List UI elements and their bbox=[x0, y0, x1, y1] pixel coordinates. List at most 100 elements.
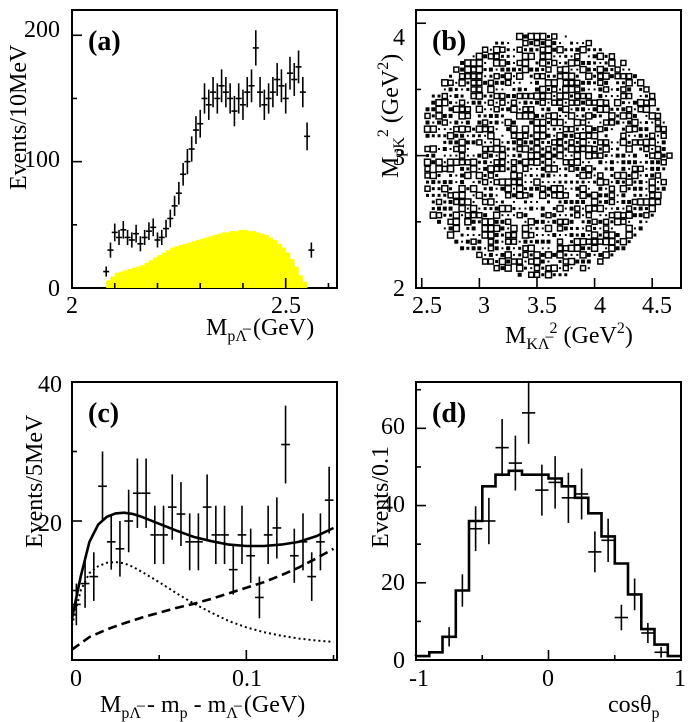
panel-b-xtick-4p5: 4.5 bbox=[642, 293, 672, 319]
panel-b-dalitz-box bbox=[551, 33, 558, 40]
panel-b-dalitz-box bbox=[484, 75, 487, 78]
panel-b-dalitz-box bbox=[628, 134, 631, 137]
panel-b-dalitz-box bbox=[533, 257, 541, 266]
panel-b-dalitz-box bbox=[512, 55, 515, 58]
panel-b-dalitz-box bbox=[523, 48, 527, 52]
panel-b-dalitz-box bbox=[534, 80, 539, 85]
panel-b-dalitz-box bbox=[478, 234, 481, 237]
panel-b-dalitz-box bbox=[633, 180, 637, 184]
panel-b-dalitz-box bbox=[516, 172, 523, 179]
panel-b-dalitz-box bbox=[639, 121, 642, 124]
panel-b-dalitz-box bbox=[472, 234, 475, 237]
panel-b-dalitz-box bbox=[476, 139, 483, 146]
panel-b-dalitz-box bbox=[446, 165, 455, 173]
panel-b-dalitz-box bbox=[483, 54, 488, 59]
panel-b-dalitz-box bbox=[443, 128, 446, 131]
panel-b-dalitz-box bbox=[499, 158, 506, 166]
panel-b-dalitz-box bbox=[517, 87, 522, 92]
panel-b-dalitz-box bbox=[616, 200, 619, 203]
panel-b-dalitz-box bbox=[533, 271, 541, 279]
panel-c-xtick-0: 0 bbox=[70, 666, 82, 692]
panel-b-dalitz-box bbox=[504, 204, 512, 213]
panel-b-dalitz-box bbox=[521, 231, 530, 239]
panel-b-dalitz-box bbox=[510, 165, 518, 173]
panel-b-dalitz-box bbox=[424, 172, 431, 179]
panel-b-dalitz-box bbox=[639, 161, 642, 164]
panel-b-dalitz-box bbox=[546, 133, 551, 138]
panel-b-dalitz-box bbox=[553, 134, 556, 137]
panel-b-dalitz-box bbox=[443, 134, 447, 138]
panel-b-dalitz-box bbox=[431, 207, 435, 211]
panel-b-dalitz-box bbox=[639, 87, 643, 91]
panel-c-curve-solid bbox=[70, 511, 335, 619]
panel-a-bg-bar bbox=[123, 270, 128, 288]
panel-b-dalitz-box bbox=[448, 113, 453, 118]
panel-b-dalitz-box bbox=[593, 174, 596, 177]
panel-b-dalitz-box bbox=[435, 198, 443, 206]
panel-b-dalitz-box bbox=[431, 134, 435, 138]
panel-b-dalitz-box bbox=[464, 171, 472, 180]
panel-b-dalitz-box bbox=[466, 234, 469, 237]
panel-b-dalitz-box bbox=[429, 145, 438, 153]
panel-b-dalitz-box bbox=[431, 94, 435, 98]
panel-b-xlabel: MKΛ̅2 (GeV2) bbox=[505, 320, 633, 353]
panel-a-xlabel: MpΛ̅ (GeV) bbox=[206, 315, 314, 345]
panel-b-dalitz-box bbox=[454, 94, 459, 99]
panel-b-dalitz-box bbox=[470, 238, 477, 245]
panel-b-xlabel-sup: 2 bbox=[550, 320, 558, 337]
panel-b-dalitz-box bbox=[488, 193, 493, 198]
panel-b-dalitz-box bbox=[631, 139, 639, 146]
panel-a-ytick-100: 100 bbox=[24, 147, 60, 173]
panel-b-dalitz-box bbox=[636, 79, 645, 87]
panel-b-dalitz-box bbox=[610, 207, 613, 210]
panel-b-dalitz-box bbox=[625, 211, 633, 219]
panel-b-dalitz-box bbox=[610, 128, 613, 131]
panel-b-dalitz-box bbox=[533, 264, 541, 272]
panel-b-dalitz-box bbox=[504, 218, 512, 226]
panel-b-dalitz-box bbox=[460, 166, 465, 171]
panel-b-dalitz-box bbox=[458, 138, 466, 147]
panel-b-dalitz-box bbox=[447, 218, 454, 226]
panel-a-xlabel-unit: (GeV) bbox=[247, 315, 314, 341]
panel-b-dalitz-box bbox=[544, 271, 553, 279]
panel-b-dalitz-box bbox=[660, 132, 667, 140]
panel-b-dalitz-box bbox=[437, 180, 441, 184]
panel-b-dalitz-box bbox=[475, 105, 484, 114]
panel-b-dalitz-box bbox=[625, 72, 633, 80]
panel-b-dalitz-box bbox=[637, 165, 644, 173]
panel-b-dalitz-box bbox=[639, 174, 642, 177]
panel-b-dalitz-box bbox=[564, 48, 568, 52]
panel-b-dalitz-box bbox=[489, 48, 492, 51]
panel-b-dalitz-box bbox=[570, 253, 573, 256]
panel-b-dalitz-box bbox=[510, 105, 518, 114]
panel-b-dalitz-box bbox=[602, 139, 610, 146]
panel-b-dalitz-box bbox=[648, 138, 656, 147]
panel-b-dalitz-box bbox=[547, 61, 550, 65]
panel-a-bg-bar bbox=[221, 232, 227, 288]
panel-b-dalitz-box bbox=[654, 125, 662, 133]
panel-b-dalitz-box bbox=[515, 132, 524, 140]
panel-b-dalitz-box bbox=[562, 125, 570, 133]
panel-b-dalitz-box bbox=[498, 151, 507, 160]
panel-a-bg-bar bbox=[110, 276, 116, 288]
panel-b-dalitz-box bbox=[563, 133, 568, 138]
panel-b-dalitz-box bbox=[523, 187, 527, 191]
panel-b-dalitz-box bbox=[541, 273, 545, 277]
panel-b-dalitz-box bbox=[484, 247, 487, 250]
panel-b-dalitz-box bbox=[591, 99, 598, 106]
panel-b-dalitz-box bbox=[556, 72, 564, 80]
panel-d-histogram-line bbox=[414, 469, 681, 658]
panel-b-dalitz-box bbox=[443, 193, 447, 197]
panel-b-dalitz-box bbox=[516, 145, 523, 153]
panel-b-dalitz-box bbox=[477, 239, 482, 244]
panel-b-dalitz-box bbox=[494, 120, 499, 125]
panel-b-dalitz-box bbox=[570, 108, 573, 111]
panel-b-dalitz-box bbox=[510, 258, 518, 265]
panel-b-dalitz-box bbox=[515, 72, 524, 80]
panel-b-dalitz-box bbox=[648, 98, 656, 107]
panel-b-dalitz-box bbox=[559, 61, 562, 64]
panel-b-dalitz-box bbox=[567, 145, 576, 153]
panel-b-dalitz-box bbox=[643, 211, 650, 219]
panel-b-dalitz-box bbox=[569, 219, 574, 224]
panel-b-dalitz-box bbox=[633, 227, 636, 230]
